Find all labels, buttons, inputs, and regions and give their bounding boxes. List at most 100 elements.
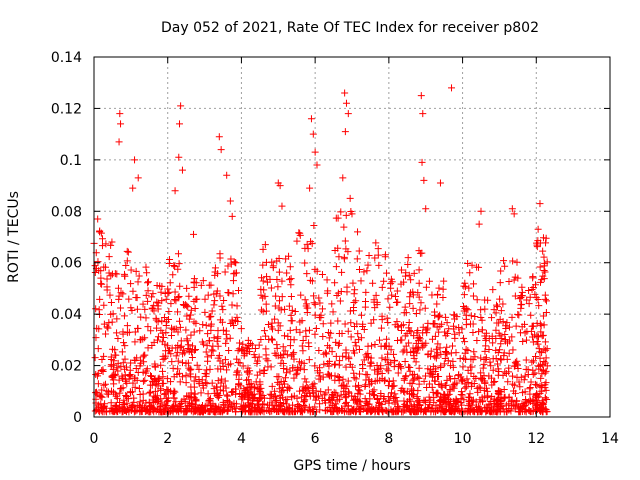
data-point	[435, 381, 443, 389]
data-point	[490, 408, 498, 416]
data-point	[103, 323, 111, 331]
data-point	[245, 345, 253, 353]
data-point	[144, 344, 152, 352]
data-point	[142, 367, 150, 375]
data-point	[404, 363, 412, 371]
data-point	[305, 326, 313, 334]
data-point	[96, 228, 104, 236]
data-point	[539, 401, 547, 409]
data-point	[106, 291, 114, 299]
data-point	[98, 386, 106, 394]
data-point	[286, 342, 294, 350]
data-point	[451, 380, 459, 388]
data-point	[94, 380, 102, 388]
data-point	[285, 302, 293, 310]
data-point	[529, 274, 537, 282]
data-point	[426, 396, 434, 404]
data-point	[182, 379, 190, 387]
data-point	[131, 383, 139, 391]
data-point	[292, 326, 300, 334]
data-point	[471, 408, 479, 416]
data-point	[427, 370, 435, 378]
data-point	[332, 389, 340, 397]
data-point	[315, 346, 323, 354]
data-point	[257, 306, 265, 314]
data-point	[108, 238, 116, 246]
data-point	[105, 253, 113, 261]
data-point	[161, 290, 169, 298]
data-point	[160, 334, 168, 342]
data-point	[236, 389, 244, 397]
data-point	[192, 319, 200, 327]
data-point	[174, 365, 182, 373]
data-point	[152, 407, 160, 415]
data-point	[542, 346, 550, 354]
data-point	[414, 397, 422, 405]
data-point	[460, 282, 468, 290]
data-point	[116, 110, 124, 118]
data-point	[325, 334, 333, 342]
data-point	[201, 406, 209, 414]
data-point	[206, 313, 214, 321]
data-point	[470, 373, 478, 381]
data-point	[102, 380, 110, 388]
data-point	[341, 237, 349, 245]
data-point	[242, 343, 250, 351]
data-point	[275, 268, 283, 276]
data-point	[529, 397, 537, 405]
data-point	[407, 328, 415, 336]
data-point	[499, 300, 507, 308]
data-point	[489, 366, 497, 374]
data-point	[325, 362, 333, 370]
data-point	[162, 329, 170, 337]
data-point	[470, 348, 478, 356]
data-point	[378, 283, 386, 291]
data-point	[525, 300, 533, 308]
data-point	[96, 391, 104, 399]
data-point	[355, 405, 363, 413]
data-point	[247, 380, 255, 388]
data-point	[101, 400, 109, 408]
data-point	[244, 390, 252, 398]
data-point	[348, 392, 356, 400]
data-point	[361, 381, 369, 389]
data-point	[256, 368, 264, 376]
data-point	[448, 342, 456, 350]
data-point	[201, 308, 209, 316]
data-point	[291, 307, 299, 315]
data-point	[131, 338, 139, 346]
data-point	[170, 394, 178, 402]
data-point	[208, 346, 216, 354]
data-point	[477, 207, 485, 215]
data-point	[347, 333, 355, 341]
data-point	[280, 364, 288, 372]
data-point	[482, 329, 490, 337]
data-point	[383, 365, 391, 373]
data-point	[365, 376, 373, 384]
data-point	[522, 356, 530, 364]
data-point	[384, 319, 392, 327]
data-point	[421, 398, 429, 406]
data-point	[464, 379, 472, 387]
data-point	[363, 267, 371, 275]
data-point	[492, 334, 500, 342]
data-point	[394, 369, 402, 377]
data-point	[285, 404, 293, 412]
data-point	[331, 279, 339, 287]
data-point	[179, 359, 187, 367]
data-point	[537, 361, 545, 369]
data-point	[368, 342, 376, 350]
data-point	[374, 245, 382, 253]
data-point	[144, 278, 152, 286]
data-point	[228, 301, 236, 309]
data-point	[149, 290, 157, 298]
data-point	[452, 395, 460, 403]
data-point	[341, 320, 349, 328]
data-point	[122, 261, 130, 269]
data-point	[118, 408, 126, 416]
data-point	[461, 380, 469, 388]
data-point	[355, 247, 363, 255]
data-point	[281, 406, 289, 414]
data-point	[521, 401, 529, 409]
